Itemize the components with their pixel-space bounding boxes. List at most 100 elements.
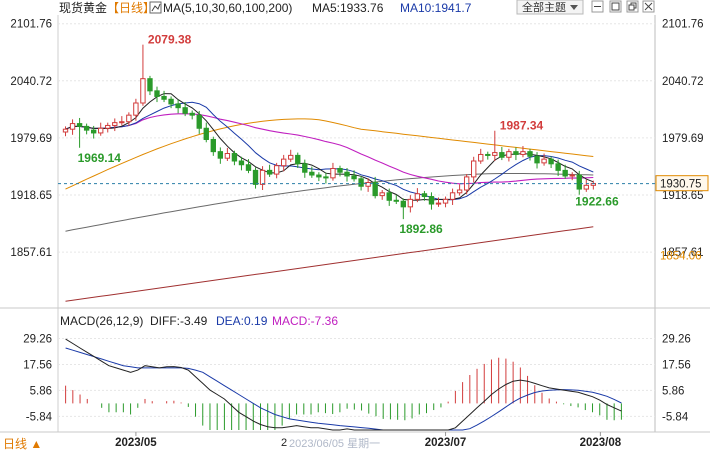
price-axis: 2101.76 2101.76 2040.72 2040.72 1979.69 1979.… bbox=[10, 19, 703, 259]
candle bbox=[435, 197, 442, 207]
current-price-tag-box bbox=[655, 175, 709, 192]
candle-body bbox=[555, 163, 561, 171]
candle bbox=[499, 146, 505, 161]
macd-params-label: MACD(26,12,9) bbox=[60, 314, 143, 328]
candle bbox=[449, 188, 456, 205]
macd-histogram bbox=[65, 357, 622, 430]
macd-diff-value: DIFF:-3.49 bbox=[150, 314, 208, 328]
ma5-value: MA5:1933.76 bbox=[312, 1, 384, 15]
ma10-line bbox=[65, 101, 594, 201]
candle-body bbox=[147, 78, 153, 92]
candle bbox=[76, 117, 83, 148]
candle bbox=[407, 195, 414, 213]
candle-body bbox=[548, 158, 554, 165]
candle-body bbox=[245, 164, 252, 171]
candle-body bbox=[351, 175, 357, 180]
candle-body bbox=[112, 122, 118, 126]
candle-body bbox=[189, 112, 195, 116]
candle bbox=[379, 190, 385, 200]
candle bbox=[541, 153, 547, 166]
truncated-date-label: 2 bbox=[281, 437, 287, 449]
price-annotation: 1969.14 bbox=[78, 151, 122, 165]
ma10-value: MA10:1941.7 bbox=[400, 1, 472, 15]
candle bbox=[442, 196, 449, 208]
candle bbox=[224, 147, 231, 161]
candle bbox=[203, 122, 209, 143]
candle bbox=[62, 126, 69, 137]
candle-body bbox=[210, 138, 216, 153]
candle bbox=[83, 123, 90, 135]
candle-body bbox=[414, 193, 421, 200]
hover-date-tooltip: 2023/06/05 星期一 bbox=[287, 435, 397, 450]
candle bbox=[280, 154, 287, 172]
ma-settings-icon[interactable] bbox=[149, 1, 162, 14]
candle-body bbox=[379, 192, 385, 197]
candle-body bbox=[400, 200, 407, 208]
macd-dea-value: DEA:0.19 bbox=[216, 314, 268, 328]
date-tick-label: 2023/07 bbox=[425, 437, 467, 449]
candle bbox=[259, 166, 266, 190]
candle-body bbox=[485, 153, 491, 156]
candle bbox=[196, 110, 202, 134]
candle bbox=[555, 159, 561, 176]
candle-body bbox=[478, 153, 484, 162]
candle bbox=[217, 147, 224, 164]
candle-body bbox=[252, 169, 259, 185]
period-selector[interactable]: 日线 ▲ bbox=[0, 434, 52, 452]
candle-body bbox=[372, 182, 378, 197]
macd-tick-label-right: 17.56 bbox=[662, 359, 691, 371]
price-tick-label-left: 1918.65 bbox=[10, 190, 52, 202]
candle bbox=[112, 118, 118, 132]
candle-body bbox=[323, 176, 329, 179]
candle-body bbox=[98, 127, 104, 134]
candle-body bbox=[506, 151, 512, 158]
candle bbox=[323, 172, 329, 184]
candle-body bbox=[456, 189, 463, 194]
macd-tick-label-left: -5.84 bbox=[26, 411, 53, 423]
candle-body bbox=[421, 193, 428, 198]
macd-tick-label-right: -5.84 bbox=[662, 411, 689, 423]
candle bbox=[569, 172, 575, 181]
candle-body bbox=[449, 192, 456, 200]
price-tick-label-left: 2040.72 bbox=[10, 76, 52, 88]
candle bbox=[400, 198, 407, 220]
candle-body bbox=[330, 167, 336, 179]
date-tick-label: 2023/05 bbox=[115, 437, 157, 449]
candle-body bbox=[288, 154, 294, 160]
candle bbox=[562, 164, 568, 179]
macd-tick-label-left: 17.56 bbox=[23, 359, 52, 371]
price-grid bbox=[58, 23, 655, 253]
date-axis: 2023/05 2023/07 2023/08 bbox=[115, 432, 622, 449]
candle-body bbox=[358, 178, 364, 187]
ma-params-label: MA(5,10,30,60,100,200) bbox=[163, 1, 292, 15]
candle-body bbox=[295, 154, 301, 165]
price-tick-label-left: 1979.69 bbox=[10, 133, 52, 145]
price-tick-label-right: 2040.72 bbox=[662, 76, 704, 88]
candle-body bbox=[76, 123, 83, 127]
candle-body bbox=[393, 199, 399, 202]
price-tick-label-left: 2101.76 bbox=[10, 19, 52, 31]
candle bbox=[168, 96, 174, 109]
price-tick-label-left: 1857.61 bbox=[10, 247, 52, 259]
candle-body bbox=[119, 121, 125, 124]
candle-body bbox=[69, 123, 76, 130]
theme-dropdown-button[interactable]: 全部主题 bbox=[516, 0, 584, 15]
candle bbox=[309, 166, 315, 178]
price-tags: 1930.75 1854.06 bbox=[58, 175, 709, 262]
candle bbox=[506, 148, 512, 162]
price-tick-label-right: 1918.65 bbox=[662, 190, 704, 202]
minimize-icon[interactable] bbox=[591, 0, 604, 13]
candle-body bbox=[309, 171, 315, 176]
candle-body bbox=[337, 167, 343, 173]
candle bbox=[147, 75, 153, 96]
candle-body bbox=[224, 153, 231, 159]
candle-body bbox=[168, 98, 174, 105]
candle bbox=[520, 146, 526, 158]
candle bbox=[252, 167, 259, 189]
maximize-icon[interactable] bbox=[609, 0, 622, 13]
close-icon[interactable] bbox=[642, 0, 655, 13]
candle-body bbox=[428, 196, 435, 205]
macd-tick-label-right: 29.26 bbox=[662, 334, 691, 346]
restore-icon[interactable] bbox=[626, 0, 639, 13]
